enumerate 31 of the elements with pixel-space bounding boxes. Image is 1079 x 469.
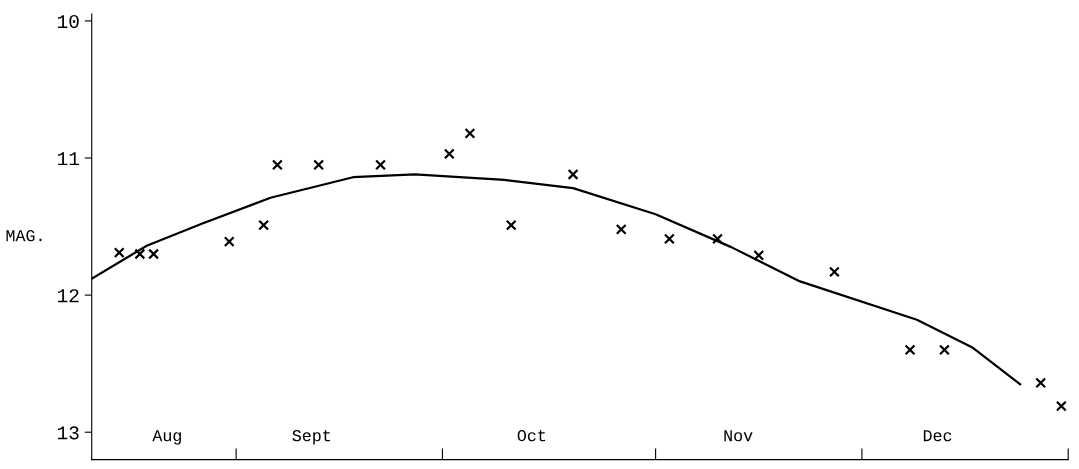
point <box>1035 377 1047 389</box>
y-tick-label: 13 <box>57 426 79 440</box>
x-tick-label: Oct <box>517 429 546 442</box>
point <box>113 247 125 259</box>
point <box>271 159 283 171</box>
x-tick-label: Nov <box>724 430 753 442</box>
point <box>258 219 270 231</box>
point <box>1055 400 1067 412</box>
y-axis-title: MAG. <box>6 230 42 242</box>
x-tick-label: Sept <box>292 429 331 445</box>
point <box>615 223 627 235</box>
point <box>828 266 840 278</box>
y-tick-label: 11 <box>57 152 79 166</box>
point <box>134 248 146 260</box>
point <box>712 233 723 245</box>
point <box>567 168 579 180</box>
point <box>375 159 387 171</box>
x-tick-label: Dec <box>923 430 952 442</box>
point <box>904 344 916 356</box>
point <box>505 219 517 231</box>
point <box>223 236 235 248</box>
y-tick-label: 12 <box>57 289 79 303</box>
y-tick-label: 10 <box>57 14 79 29</box>
point <box>938 344 950 356</box>
point <box>663 233 675 245</box>
point <box>753 249 765 261</box>
x-tick-label: Aug <box>152 430 181 445</box>
point <box>464 127 476 139</box>
point <box>148 248 160 260</box>
point <box>443 148 455 160</box>
point <box>313 159 325 171</box>
